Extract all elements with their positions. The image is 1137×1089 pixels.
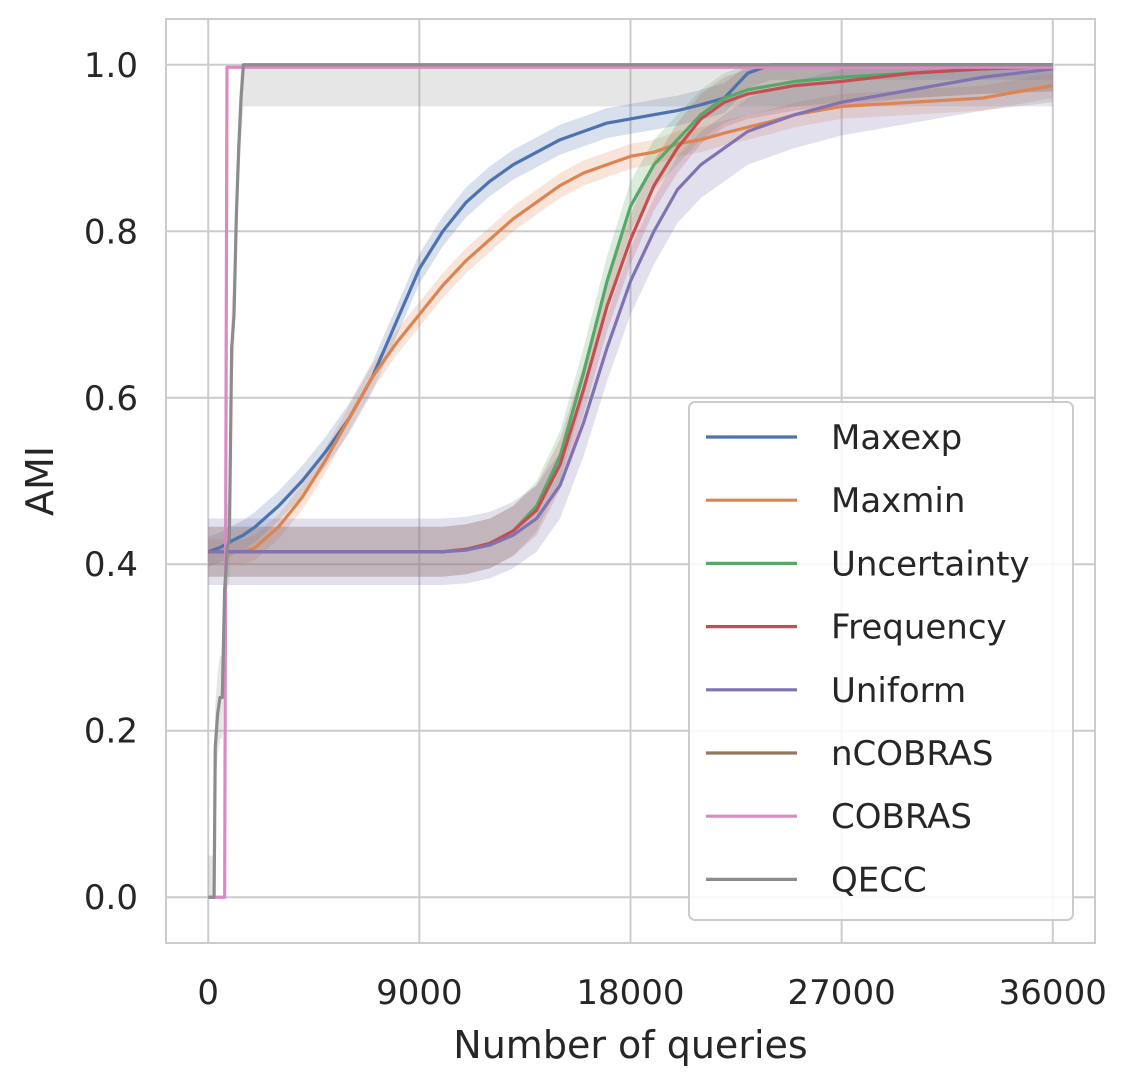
confidence-bands	[208, 64, 1053, 898]
legend-label: Uniform	[831, 671, 966, 711]
legend-item-cobras: COBRAS	[706, 797, 972, 837]
x-tick-label: 9000	[376, 973, 463, 1013]
legend-box	[688, 401, 1074, 921]
y-tick-label: 0.8	[84, 212, 138, 252]
legend-item-qecc: QECC	[706, 860, 927, 900]
legend-label: COBRAS	[831, 797, 972, 837]
plot-frame	[165, 18, 1096, 944]
legend-item-frequency: Frequency	[706, 608, 1007, 648]
legend-label: Maxexp	[831, 418, 962, 458]
legend-label: nCOBRAS	[831, 734, 993, 774]
legend-item-uncertainty: Uncertainty	[706, 544, 1030, 584]
series-line-maxexp	[207, 63, 1053, 554]
legend-item-uniform: Uniform	[706, 671, 966, 711]
y-tick-label: 0.6	[84, 379, 138, 419]
legend-item-maxmin: Maxmin	[706, 481, 965, 521]
series-line-frequency	[208, 64, 1053, 554]
legend-label: Uncertainty	[831, 544, 1030, 584]
legend-label: Maxmin	[831, 481, 965, 521]
legend: Maxexp Maxmin Uncertainty Frequency Uniform n…	[688, 401, 1074, 921]
x-tick-label: 0	[197, 973, 219, 1013]
x-tick-label: 18000	[576, 973, 684, 1013]
y-tick-label: 0.4	[84, 545, 138, 585]
legend-label: QECC	[831, 860, 927, 900]
y-tick-labels: 0.0 0.2 0.4 0.6 0.8 1.0	[84, 46, 138, 918]
band-uniform	[208, 64, 1053, 586]
series-line-uniform	[208, 67, 1053, 554]
legend-item-ncobras: nCOBRAS	[706, 734, 993, 774]
x-tick-labels: 0 9000 18000 27000 36000	[197, 973, 1106, 1013]
y-tick-label: 0.0	[84, 878, 138, 918]
series-line-cobras	[208, 65, 1053, 899]
series-line-qecc	[208, 63, 1053, 899]
x-axis-title: Number of queries	[453, 1023, 807, 1067]
legend-label: Frequency	[831, 608, 1007, 648]
x-tick-label: 27000	[788, 973, 896, 1013]
series-lines	[207, 63, 1054, 899]
band-maxmin	[208, 73, 1053, 565]
y-tick-label: 1.0	[84, 46, 138, 86]
y-axis-title: AMI	[18, 446, 62, 516]
legend-item-maxexp: Maxexp	[706, 418, 962, 458]
y-tick-label: 0.2	[84, 712, 138, 752]
x-tick-label: 36000	[999, 973, 1107, 1013]
